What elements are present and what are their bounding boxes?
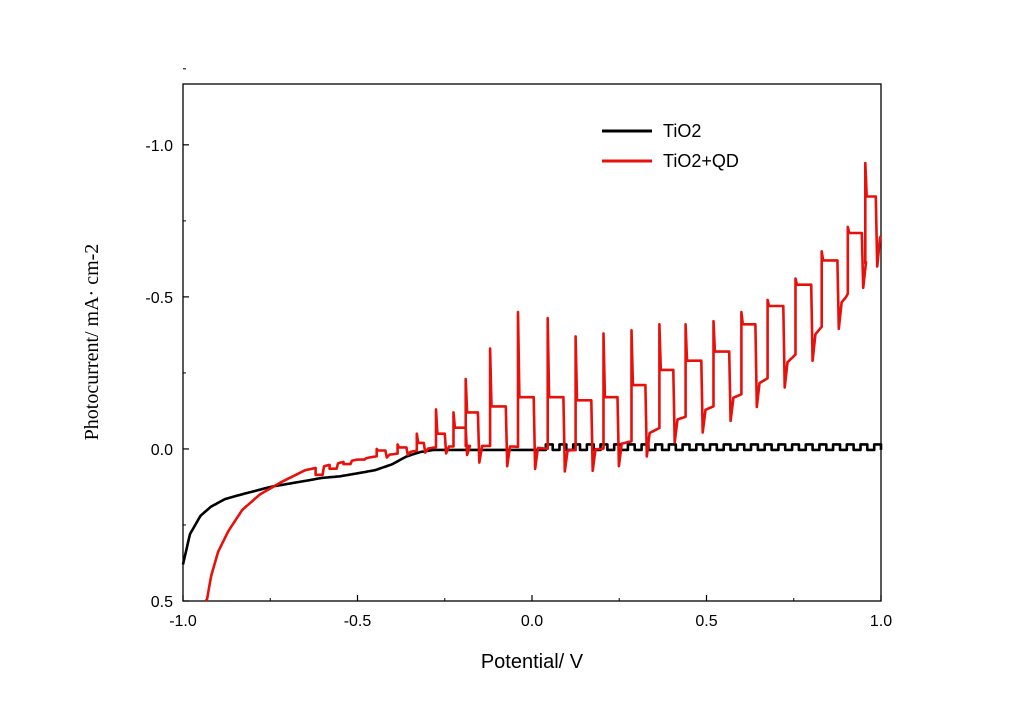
x-tick-label: 1.0 [870,613,892,630]
x-axis-ticks: -1.0 -0.5 0.0 0.5 1.0 [169,595,892,630]
x-tick-label: -0.5 [344,613,372,630]
y-tick-label: 0.5 [151,594,173,611]
x-tick-label: 0.5 [695,613,717,630]
x-tick-label: -1.0 [169,613,197,630]
y-axis-ticks: -1.0 -0.5 0.0 0.5 [145,68,189,611]
x-axis-title: Potential/ V [481,651,584,673]
y-tick-label: 0.0 [151,442,173,459]
legend: TiO2 TiO2+QD [602,121,739,171]
plot-frame [182,83,882,602]
y-tick-label: -1.0 [145,138,173,155]
y-axis-title: Photocurrent/ mA· cm-2 [81,244,103,441]
legend-label-tio2: TiO2 [663,121,701,141]
legend-label-tio2-qd: TiO2+QD [663,151,739,171]
y-tick-label: -0.5 [145,290,173,307]
x-tick-label: 0.0 [521,613,543,630]
series-layer [181,161,883,602]
series-line-tio2-qd [204,161,883,602]
series-line-tio2 [181,443,883,565]
